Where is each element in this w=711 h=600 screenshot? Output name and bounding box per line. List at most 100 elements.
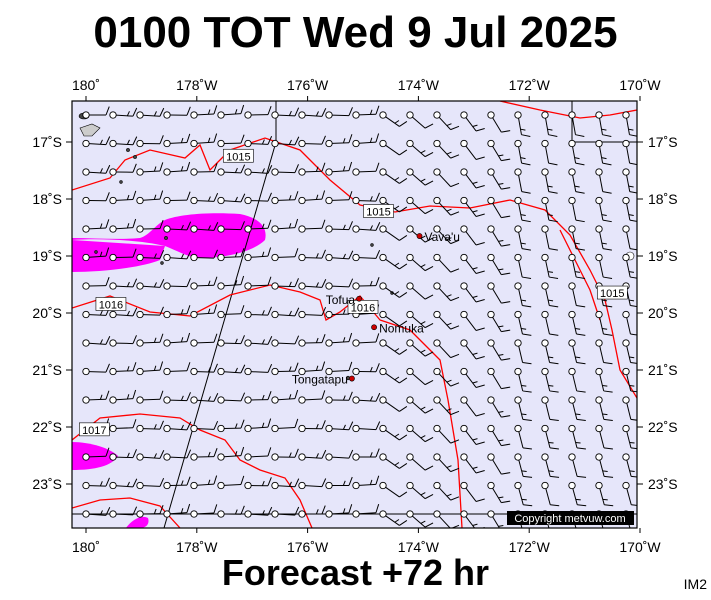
wind-barb <box>163 133 191 148</box>
wind-barb <box>82 336 111 347</box>
wind-barb <box>460 139 485 160</box>
wind-barb <box>595 196 612 223</box>
wind-barb <box>298 333 326 347</box>
wind-barb <box>163 221 192 233</box>
wind-barb <box>136 219 164 233</box>
wind-barb <box>298 249 326 262</box>
wind-barb <box>136 107 165 119</box>
wind-barb <box>514 339 532 365</box>
wind-barb <box>352 421 381 433</box>
wind-barb <box>406 253 434 272</box>
wind-barb <box>190 276 218 290</box>
wind-barb <box>541 481 560 507</box>
wind-barb <box>271 418 299 433</box>
wind-barb <box>325 332 353 347</box>
wind-barb <box>352 162 380 176</box>
wind-barb <box>217 134 245 148</box>
wind-barb <box>379 424 408 441</box>
place-name: Nomuka <box>379 321 424 335</box>
wind-barb <box>460 339 485 360</box>
wind-barb <box>82 192 110 205</box>
wind-barb <box>460 396 485 417</box>
wind-barb <box>352 222 381 233</box>
wind-barb <box>136 162 164 176</box>
lat-label-left: 18˚S <box>32 191 62 207</box>
wind-barb <box>82 447 110 461</box>
wind-barb <box>541 139 558 166</box>
lat-label-right: 19˚S <box>648 248 678 264</box>
wind-barb <box>433 111 460 131</box>
isobar-value: 1015 <box>366 207 390 219</box>
wind-barb <box>541 339 559 365</box>
wind-barb <box>298 306 327 319</box>
lat-label-left: 22˚S <box>32 419 62 435</box>
wind-barb <box>595 111 612 137</box>
wind-barb <box>487 481 511 504</box>
wind-barb <box>514 196 531 223</box>
lat-label-left: 20˚S <box>32 305 62 321</box>
wind-barb <box>568 396 586 422</box>
wind-barb <box>109 136 138 148</box>
wind-barb <box>568 424 586 450</box>
wind-barb <box>82 164 111 176</box>
wind-barb <box>271 362 299 376</box>
wind-barb <box>109 419 137 433</box>
wind-barb <box>622 367 637 393</box>
wind-barb <box>244 477 272 490</box>
wind-barb <box>487 111 511 133</box>
wind-barb <box>109 449 137 461</box>
wind-barb <box>190 475 218 490</box>
wind-barb <box>433 282 460 302</box>
wind-barb <box>487 282 511 304</box>
wind-barb <box>568 225 585 251</box>
isobar-value: 1016 <box>99 299 123 311</box>
wind-barb <box>109 107 138 119</box>
axis-labels: 180˚ 180˚ 178˚W 178˚W 176˚W 176˚W 174˚W 174˚W 17… <box>32 77 677 555</box>
wind-barb <box>595 424 613 450</box>
wind-barb <box>136 279 165 290</box>
wind-barb <box>244 219 272 233</box>
place-marker: Nomuka <box>371 321 424 335</box>
wind-barb <box>433 196 460 216</box>
wind-barb <box>136 135 164 148</box>
wind-barb <box>595 453 614 478</box>
wind-barb <box>568 111 585 137</box>
wind-barb <box>271 335 300 347</box>
wind-barb <box>82 106 110 119</box>
wind-barb <box>325 504 353 518</box>
wind-barb <box>217 335 245 347</box>
wind-barb <box>271 478 300 490</box>
wind-barb <box>217 221 245 233</box>
wind-barb <box>190 504 218 518</box>
wind-barb <box>163 476 191 490</box>
wind-barb <box>514 453 533 478</box>
wind-barb <box>379 310 408 327</box>
wind-barb <box>433 510 460 528</box>
forecast-label: Forecast +72 hr <box>221 552 490 593</box>
wind-barb <box>379 481 408 498</box>
wind-barb <box>433 367 460 387</box>
lon-label-top: 176˚W <box>287 77 329 93</box>
wind-barb <box>271 248 299 262</box>
map-code: IM2 <box>683 576 707 592</box>
wind-barb <box>541 196 558 223</box>
wind-barb <box>568 481 587 507</box>
wind-barb <box>595 481 614 507</box>
wind-barb <box>352 333 380 347</box>
wind-barb <box>298 449 327 461</box>
isobar-label: 1015 <box>596 285 628 300</box>
wind-barb <box>541 253 559 280</box>
wind-barb <box>622 225 637 251</box>
wind-barb <box>460 481 485 502</box>
wind-barb <box>244 135 273 148</box>
wind-barb <box>271 136 300 148</box>
wind-barb <box>352 392 381 404</box>
wind-barb <box>109 478 138 490</box>
wind-barb <box>136 477 165 490</box>
wind-barb <box>298 162 326 176</box>
wind-barb <box>82 247 110 262</box>
wind-barb <box>82 276 110 290</box>
wind-barb <box>217 446 245 461</box>
wind-barb <box>433 253 460 273</box>
wind-barb <box>460 168 485 189</box>
